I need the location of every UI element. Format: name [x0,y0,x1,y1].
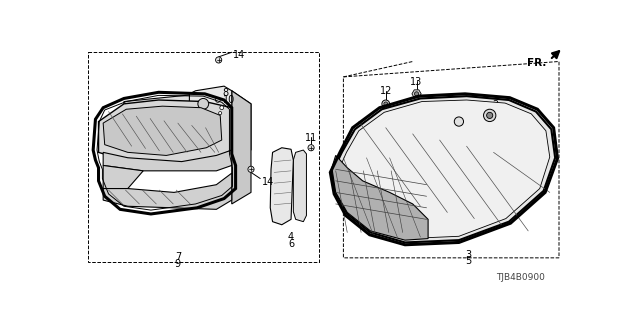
Text: 10: 10 [223,95,235,105]
Circle shape [198,99,209,109]
Text: 5: 5 [465,256,471,266]
Circle shape [382,100,390,108]
Circle shape [484,109,496,122]
Circle shape [454,117,463,126]
Polygon shape [124,91,251,158]
Text: 1: 1 [460,108,467,118]
Polygon shape [332,96,555,243]
Text: 6: 6 [288,239,294,249]
Polygon shape [270,148,293,225]
Polygon shape [293,150,307,222]
Circle shape [216,57,221,63]
Text: 8: 8 [223,88,228,99]
Polygon shape [412,90,421,98]
Text: 7: 7 [175,252,181,262]
Text: 12: 12 [380,86,392,96]
Circle shape [415,92,419,96]
Text: 14: 14 [234,50,246,60]
Circle shape [217,117,220,120]
Text: 13: 13 [410,77,422,87]
Circle shape [486,112,493,118]
Circle shape [384,102,388,106]
Polygon shape [103,150,232,171]
Text: 3: 3 [465,250,471,260]
Polygon shape [103,165,143,188]
Polygon shape [332,156,428,240]
Polygon shape [189,86,232,135]
Polygon shape [99,100,232,165]
Circle shape [248,166,254,172]
Circle shape [220,106,223,110]
Text: FR.: FR. [527,58,546,68]
Text: TJB4B0900: TJB4B0900 [496,273,545,282]
Text: 2: 2 [492,100,499,110]
Text: 11: 11 [305,133,317,143]
Text: 14: 14 [262,177,274,187]
Polygon shape [232,91,251,204]
Text: 9: 9 [175,259,181,268]
Circle shape [308,145,314,151]
Text: 4: 4 [288,232,294,243]
Polygon shape [337,100,550,239]
Polygon shape [103,173,232,209]
Polygon shape [103,106,221,156]
Circle shape [216,98,220,102]
Circle shape [219,112,221,115]
